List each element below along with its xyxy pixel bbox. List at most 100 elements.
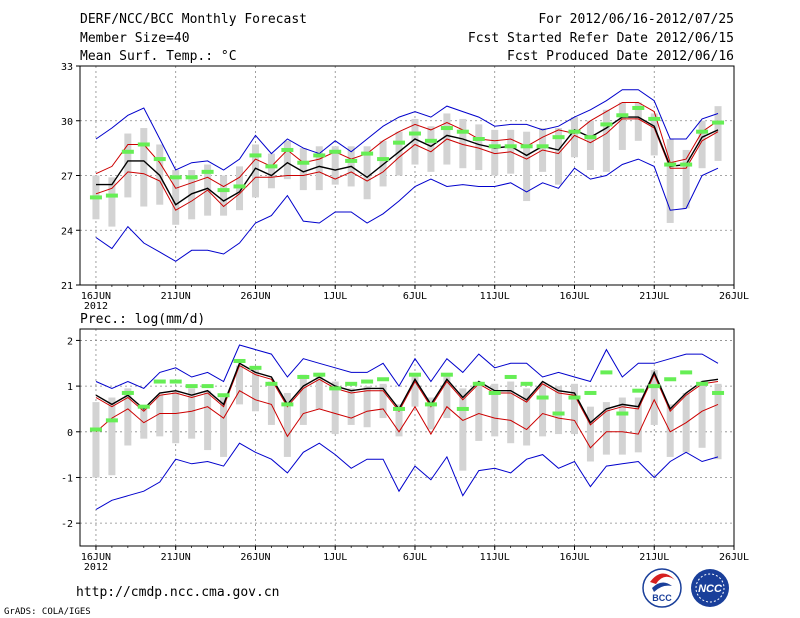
variable-label: Mean Surf. Temp.: °C — [80, 49, 237, 64]
temp-marker-7 — [201, 169, 214, 174]
precip-variable-label: Prec.: log(mm/d) — [80, 312, 205, 327]
prec-ytick-label-3: 1 — [67, 382, 73, 393]
temp-ytick-label-0: 21 — [61, 281, 73, 292]
prec-spread-box-31 — [586, 406, 594, 462]
temp-spread-box-39 — [714, 106, 722, 161]
temperature-series-lines — [95, 89, 719, 262]
prec-spread-box-0 — [92, 402, 100, 478]
temp-marker-11 — [265, 164, 278, 169]
temp-marker-28 — [536, 144, 549, 149]
prec-xtick-label-5: 11JUL — [480, 552, 510, 563]
temp-spread-box-33 — [618, 102, 626, 150]
prec-marker-13 — [297, 374, 310, 379]
footer-url[interactable]: http://cmdp.ncc.cma.gov.cn — [76, 585, 280, 600]
prec-ytick-label-2: 0 — [67, 428, 73, 439]
prec-spread-box-4 — [156, 395, 164, 437]
prec-marker-11 — [265, 381, 278, 386]
prec-spread-box-33 — [618, 397, 626, 455]
prec-marker-34 — [632, 388, 645, 393]
temp-spread-box-25 — [491, 129, 499, 176]
ncc-logo: NCC — [691, 569, 729, 607]
temp-spread-box-14 — [315, 146, 323, 191]
prec-marker-16 — [345, 381, 358, 386]
temp-spread-box-29 — [555, 128, 563, 185]
temp-marker-27 — [520, 144, 533, 149]
temp-marker-5 — [169, 175, 182, 180]
temp-spread-box-13 — [299, 148, 307, 191]
temp-xtick-label-0: 16JUN — [81, 291, 111, 302]
temp-spread-box-3 — [140, 128, 148, 207]
temp-marker-1 — [105, 193, 118, 198]
temp-marker-30 — [568, 129, 581, 134]
chart-title: DERF/NCC/BCC Monthly Forecast — [80, 12, 307, 27]
temp-marker-14 — [313, 153, 326, 158]
prec-marker-28 — [536, 395, 549, 400]
temp-spread-box-8 — [220, 175, 228, 216]
temp-xtick-label-2: 26JUN — [240, 291, 270, 302]
start-date-label: Fcst Started Refer Date 2012/06/15 — [468, 31, 734, 46]
temp-spread-box-27 — [523, 131, 531, 202]
prec-marker-27 — [520, 381, 533, 386]
temp-spread-box-30 — [570, 117, 578, 158]
temp-xtick-label-6: 16JUL — [559, 291, 589, 302]
temp-line-lower — [95, 118, 719, 211]
temp-marker-20 — [408, 131, 421, 136]
prec-marker-5 — [169, 379, 182, 384]
temp-marker-10 — [249, 153, 262, 158]
prec-spread-box-25 — [491, 383, 499, 437]
temp-marker-3 — [137, 142, 150, 147]
temp-marker-37 — [680, 162, 693, 167]
temp-marker-39 — [712, 120, 725, 125]
prec-spread-box-27 — [523, 388, 531, 446]
prec-xtick-label-6: 16JUL — [559, 552, 589, 563]
prec-spread-box-35 — [650, 370, 658, 425]
temp-xtick-label-3: 1JUL — [323, 291, 347, 302]
prec-xtick-label-0: 16JUN — [81, 552, 111, 563]
bcc-logo: BCC — [642, 568, 682, 608]
temp-spread-box-36 — [666, 139, 674, 223]
prec-marker-30 — [568, 395, 581, 400]
temp-ytick-label-2: 27 — [61, 172, 73, 183]
temp-marker-25 — [488, 144, 501, 149]
prec-marker-14 — [313, 372, 326, 377]
prec-ytick-label-4: 2 — [67, 336, 73, 347]
prec-xtick-label-8: 26JUL — [719, 552, 749, 563]
temp-marker-33 — [616, 113, 629, 118]
prec-spread-box-20 — [411, 374, 419, 407]
temp-marker-21 — [424, 138, 437, 143]
temp-marker-6 — [185, 175, 198, 180]
temp-marker-18 — [377, 157, 390, 162]
temp-line-min — [95, 158, 719, 262]
prec-spread-box-24 — [475, 381, 483, 441]
prec-marker-4 — [153, 379, 166, 384]
prec-line-upper — [95, 364, 719, 426]
prec-marker-1 — [105, 418, 118, 423]
prec-marker-26 — [504, 374, 517, 379]
temp-spread-box-23 — [459, 118, 467, 169]
temp-marker-36 — [664, 162, 677, 167]
prec-spread-box-23 — [459, 388, 467, 471]
prec-marker-17 — [361, 379, 374, 384]
temp-marker-26 — [504, 144, 517, 149]
prec-spread-box-36 — [666, 404, 674, 457]
precipitation-series-lines — [95, 344, 719, 510]
prec-spread-box-7 — [204, 390, 212, 451]
temp-marker-9 — [233, 184, 246, 189]
prec-spread-box-2 — [124, 388, 132, 446]
grads-credit: GrADS: COLA/IGES — [4, 607, 91, 617]
temperature-markers — [89, 105, 725, 200]
prec-marker-19 — [393, 406, 406, 411]
prec-marker-10 — [249, 365, 262, 370]
temp-marker-22 — [440, 126, 453, 131]
prec-xtick-label-4: 6JUL — [403, 552, 427, 563]
prec-line-lower — [95, 390, 719, 449]
prec-frame — [79, 328, 735, 547]
temp-marker-12 — [281, 147, 294, 152]
prec-marker-21 — [424, 402, 437, 407]
prec-marker-22 — [440, 372, 453, 377]
temp-marker-15 — [329, 149, 342, 154]
prec-spread-box-9 — [236, 365, 244, 405]
prec-marker-37 — [680, 370, 693, 375]
prec-xtick-label-3: 1JUL — [323, 552, 347, 563]
prec-marker-33 — [616, 411, 629, 416]
